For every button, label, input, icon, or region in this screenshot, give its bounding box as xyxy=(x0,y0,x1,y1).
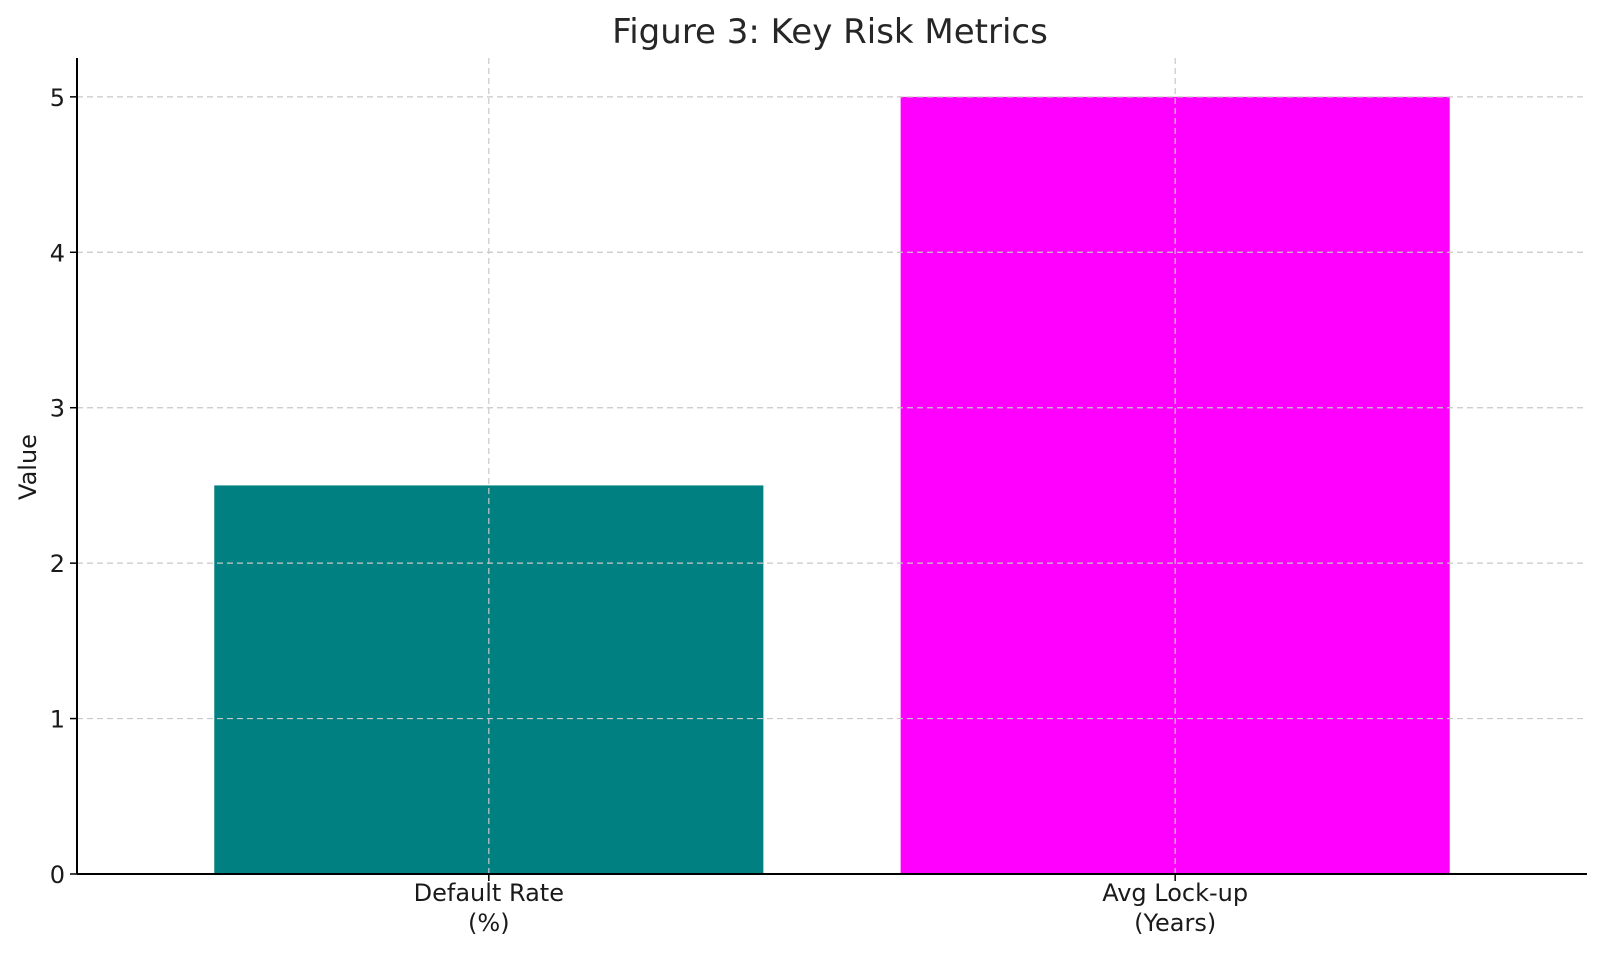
y-tick-label: 5 xyxy=(50,84,65,112)
grid-lines xyxy=(77,58,1587,874)
bars xyxy=(214,96,1450,875)
y-tick-label: 4 xyxy=(50,239,65,267)
tick-labels: 0 1 2 3 4 5 Default Rate(%) Avg Lock-up(Years) xyxy=(50,84,1248,937)
x-tick-label: Avg Lock-up xyxy=(1102,879,1248,907)
axes xyxy=(70,58,1587,881)
y-tick-label: 2 xyxy=(50,550,65,578)
bar xyxy=(900,96,1450,875)
x-tick-label: (Years) xyxy=(1134,909,1216,937)
y-tick-label: 3 xyxy=(50,395,65,423)
y-tick-label: 1 xyxy=(50,706,65,734)
x-tick-label: Default Rate xyxy=(414,879,564,907)
chart-title: Figure 3: Key Risk Metrics xyxy=(612,12,1048,52)
y-axis-label: Value xyxy=(14,434,42,500)
x-tick-label: (%) xyxy=(468,909,510,937)
y-tick-label: 0 xyxy=(50,861,65,889)
